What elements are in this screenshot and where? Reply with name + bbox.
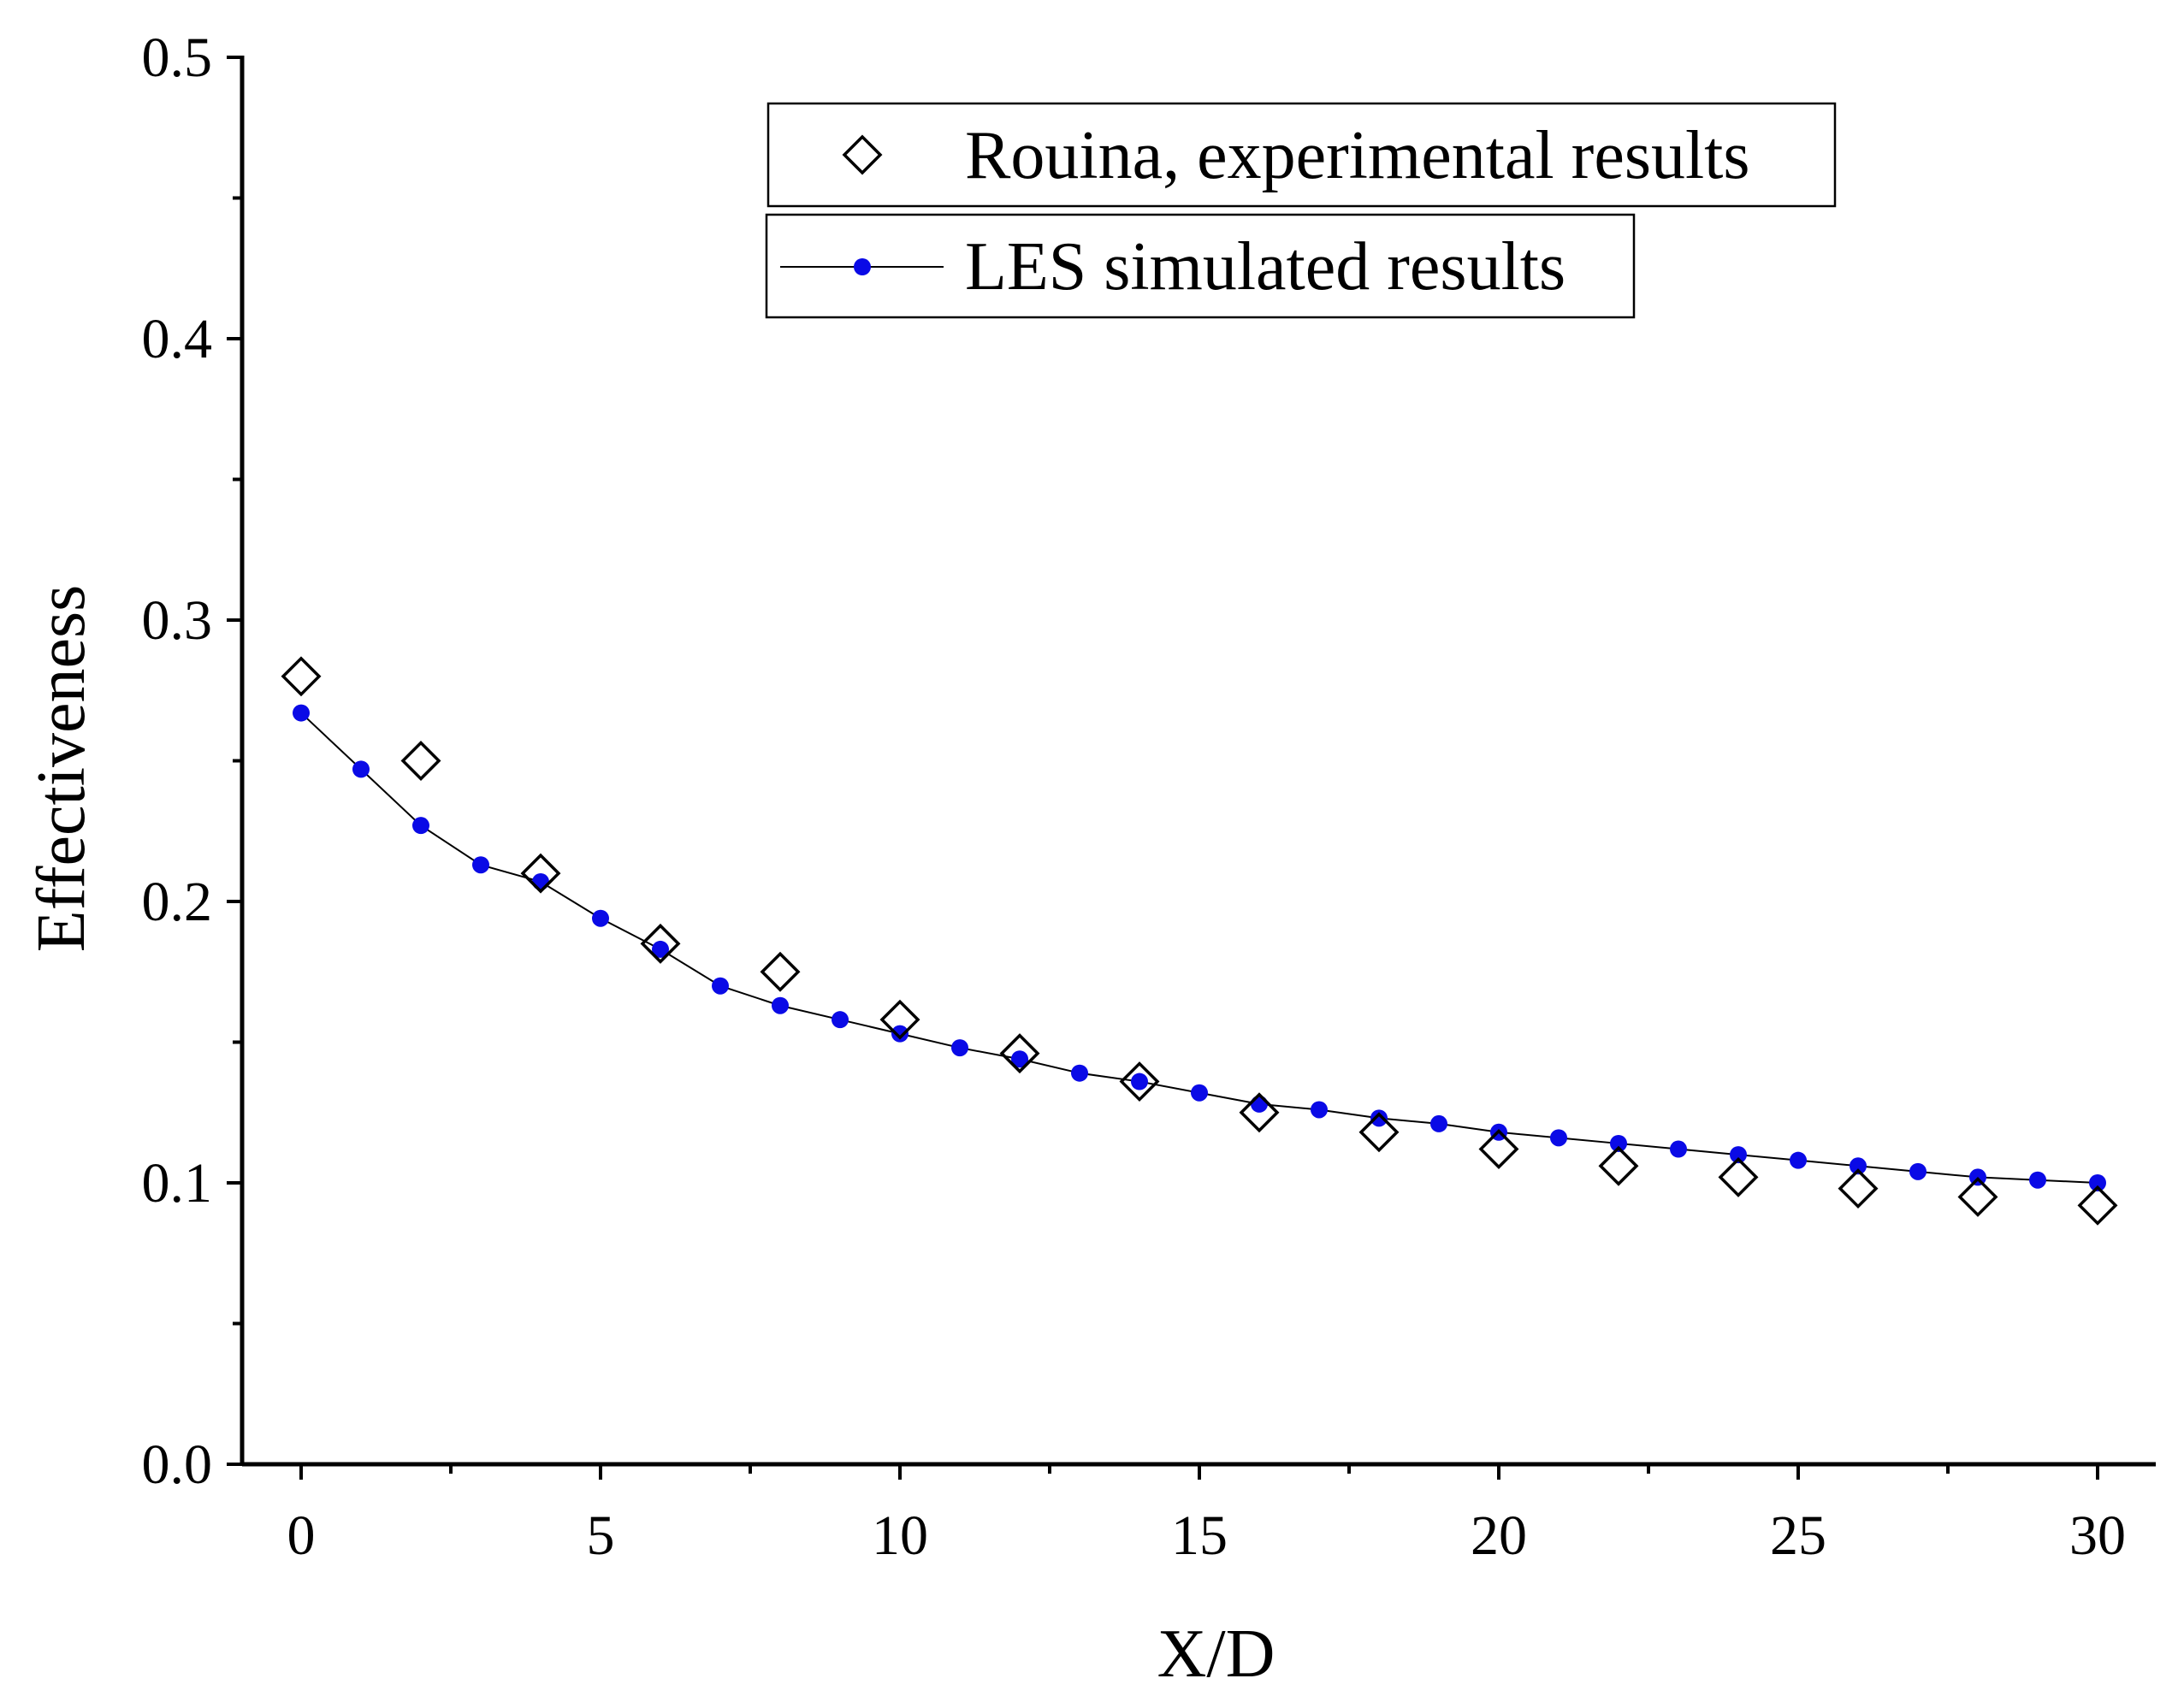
legend-box-experimental bbox=[766, 102, 1837, 208]
experimental-data-point bbox=[640, 923, 681, 964]
les-data-point bbox=[352, 760, 370, 778]
les-data-point bbox=[532, 872, 549, 890]
les-data-point bbox=[712, 977, 729, 995]
experimental-data-point bbox=[281, 656, 322, 697]
series-markers bbox=[281, 656, 2118, 1226]
x-tick-label: 30 bbox=[2069, 1504, 2126, 1567]
les-data-point bbox=[1011, 1050, 1028, 1068]
experimental-data-point bbox=[1358, 1112, 1400, 1153]
x-axis-title: X/D bbox=[1157, 1616, 1275, 1692]
experimental-data-point bbox=[1838, 1168, 1879, 1209]
experimental-data-point bbox=[879, 999, 920, 1040]
les-data-point bbox=[412, 817, 429, 835]
y-tick-label: 0.3 bbox=[142, 589, 213, 652]
axes: 0 5 10 15 20 25 30 0.0 0.1 0.2 0.3 0.4 0.5 bbox=[142, 27, 2156, 1567]
les-data-point bbox=[1909, 1162, 1927, 1180]
les-data-point bbox=[472, 856, 489, 874]
y-tick-label: 0.5 bbox=[142, 27, 213, 89]
y-axis-title: Effectiveness bbox=[24, 585, 99, 952]
x-tick-label: 5 bbox=[587, 1504, 615, 1567]
les-data-point bbox=[293, 704, 310, 722]
x-tick-label: 20 bbox=[1471, 1504, 1527, 1567]
les-data-point bbox=[1790, 1151, 1807, 1169]
x-tick-label: 15 bbox=[1171, 1504, 1228, 1567]
les-data-point bbox=[1311, 1101, 1328, 1119]
experimental-data-point bbox=[1478, 1129, 1519, 1169]
les-data-point bbox=[1191, 1084, 1208, 1102]
experimental-data-point bbox=[1957, 1176, 1998, 1217]
les-data-point bbox=[1850, 1157, 1867, 1175]
y-tick-label: 0.4 bbox=[142, 308, 213, 370]
legend: Rouina, experimental results LES simulate… bbox=[765, 102, 1837, 319]
legend-label-experimental: Rouina, experimental results bbox=[965, 118, 1750, 193]
legend-marker-simulated bbox=[854, 258, 871, 275]
series-lines bbox=[300, 712, 2098, 1184]
experimental-data-point bbox=[520, 853, 561, 894]
y-tick-label: 0.0 bbox=[142, 1433, 213, 1496]
les-data-point bbox=[772, 996, 789, 1014]
legend-label-simulated: LES simulated results bbox=[965, 229, 1565, 304]
les-data-point bbox=[1251, 1095, 1268, 1113]
les-data-point bbox=[832, 1011, 849, 1029]
experimental-data-point bbox=[1598, 1145, 1639, 1186]
les-data-point bbox=[592, 909, 609, 927]
les-data-point bbox=[951, 1039, 968, 1057]
les-data-point bbox=[2089, 1174, 2106, 1191]
les-data-point bbox=[1071, 1064, 1088, 1082]
les-data-point bbox=[2029, 1171, 2046, 1189]
les-data-point bbox=[1730, 1146, 1747, 1164]
experimental-data-point bbox=[1718, 1156, 1759, 1197]
experimental-data-point bbox=[400, 741, 441, 781]
x-tick-label: 0 bbox=[287, 1504, 316, 1567]
x-tick-label: 10 bbox=[872, 1504, 928, 1567]
les-data-point bbox=[891, 1025, 909, 1043]
les-series-line bbox=[300, 712, 2098, 1184]
experimental-data-point bbox=[760, 951, 801, 992]
x-tick-label: 25 bbox=[1770, 1504, 1826, 1567]
les-data-point bbox=[1131, 1073, 1148, 1090]
y-tick-label: 0.2 bbox=[142, 871, 213, 933]
les-data-point bbox=[1670, 1140, 1687, 1158]
experimental-data-point bbox=[1119, 1061, 1160, 1102]
les-data-point bbox=[1550, 1129, 1567, 1147]
experimental-data-point bbox=[1239, 1092, 1280, 1133]
les-data-point bbox=[1430, 1114, 1447, 1132]
y-tick-label: 0.1 bbox=[142, 1152, 213, 1215]
les-data-point bbox=[1610, 1134, 1627, 1152]
legend-marker-experimental bbox=[842, 134, 883, 175]
les-data-point bbox=[652, 940, 669, 958]
experimental-data-point bbox=[999, 1033, 1040, 1074]
experimental-data-point bbox=[2077, 1185, 2118, 1226]
les-data-point bbox=[1370, 1109, 1388, 1127]
